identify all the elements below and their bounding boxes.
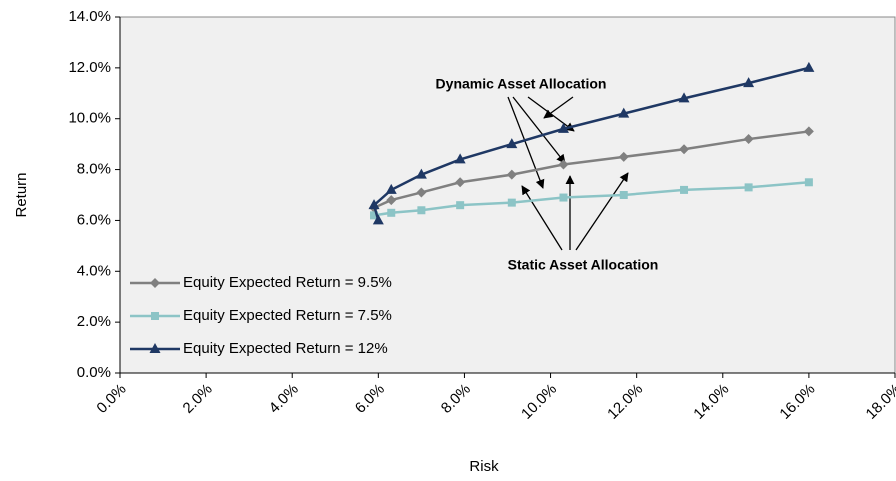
- legend-marker: [149, 343, 161, 353]
- data-point: [386, 195, 397, 206]
- x-tick-label: 16.0%: [776, 381, 818, 423]
- data-point: [619, 191, 628, 199]
- y-tick-label: 4.0%: [77, 262, 111, 279]
- x-tick-label: 8.0%: [438, 381, 474, 417]
- data-point: [372, 214, 384, 225]
- y-axis-label: Return: [13, 172, 30, 217]
- legend-label: Equity Expected Return = 12%: [183, 340, 388, 357]
- x-tick-label: 4.0%: [266, 381, 302, 417]
- data-point: [743, 77, 755, 88]
- data-point: [370, 211, 379, 220]
- series-line: [373, 130, 810, 209]
- x-tick-label: 10.0%: [518, 381, 560, 423]
- y-tick-label: 2.0%: [77, 313, 111, 330]
- x-axis-label: Risk: [469, 458, 499, 475]
- data-point: [803, 126, 814, 137]
- data-point: [455, 177, 466, 188]
- data-point: [618, 107, 630, 118]
- data-point: [744, 183, 753, 192]
- data-point: [804, 178, 813, 187]
- data-point: [559, 193, 568, 202]
- data-point: [385, 183, 397, 194]
- series-line: [373, 181, 809, 217]
- y-tick-label: 6.0%: [77, 211, 111, 228]
- data-point: [416, 187, 427, 198]
- x-tick-label: 2.0%: [180, 381, 216, 417]
- data-point: [456, 201, 465, 210]
- data-point: [417, 206, 426, 215]
- y-tick-label: 10.0%: [68, 110, 111, 127]
- y-tick-label: 0.0%: [77, 364, 111, 381]
- x-tick-label: 6.0%: [352, 381, 388, 417]
- data-point: [507, 198, 516, 207]
- data-point: [506, 138, 518, 149]
- data-point: [454, 153, 466, 164]
- data-point: [368, 199, 380, 210]
- x-tick-label: 18.0%: [863, 381, 896, 423]
- data-point: [743, 134, 754, 145]
- data-point: [557, 122, 569, 133]
- legend-marker: [150, 278, 160, 288]
- plot-area: [119, 16, 896, 374]
- legend-label: Equity Expected Return = 9.5%: [183, 274, 392, 291]
- data-point: [680, 185, 689, 194]
- data-point: [678, 92, 690, 103]
- annotation: Static Asset Allocation: [508, 257, 659, 273]
- data-point: [618, 151, 629, 162]
- y-tick-label: 14.0%: [68, 8, 111, 25]
- y-tick-label: 8.0%: [77, 161, 111, 178]
- y-tick-label: 12.0%: [68, 59, 111, 76]
- annotation-arrows: [507, 96, 629, 251]
- legend-marker: [151, 312, 159, 320]
- data-point: [679, 144, 690, 155]
- data-point: [803, 61, 815, 72]
- annotation: Dynamic Asset Allocation: [436, 76, 607, 92]
- x-tick-label: 12.0%: [604, 381, 646, 423]
- data-point: [415, 168, 427, 179]
- legend-label: Equity Expected Return = 7.5%: [183, 307, 392, 324]
- data-point: [387, 208, 396, 217]
- data-point: [558, 159, 569, 170]
- x-tick-label: 14.0%: [690, 381, 732, 423]
- x-tick-label: 0.0%: [93, 381, 129, 417]
- data-point: [506, 169, 517, 180]
